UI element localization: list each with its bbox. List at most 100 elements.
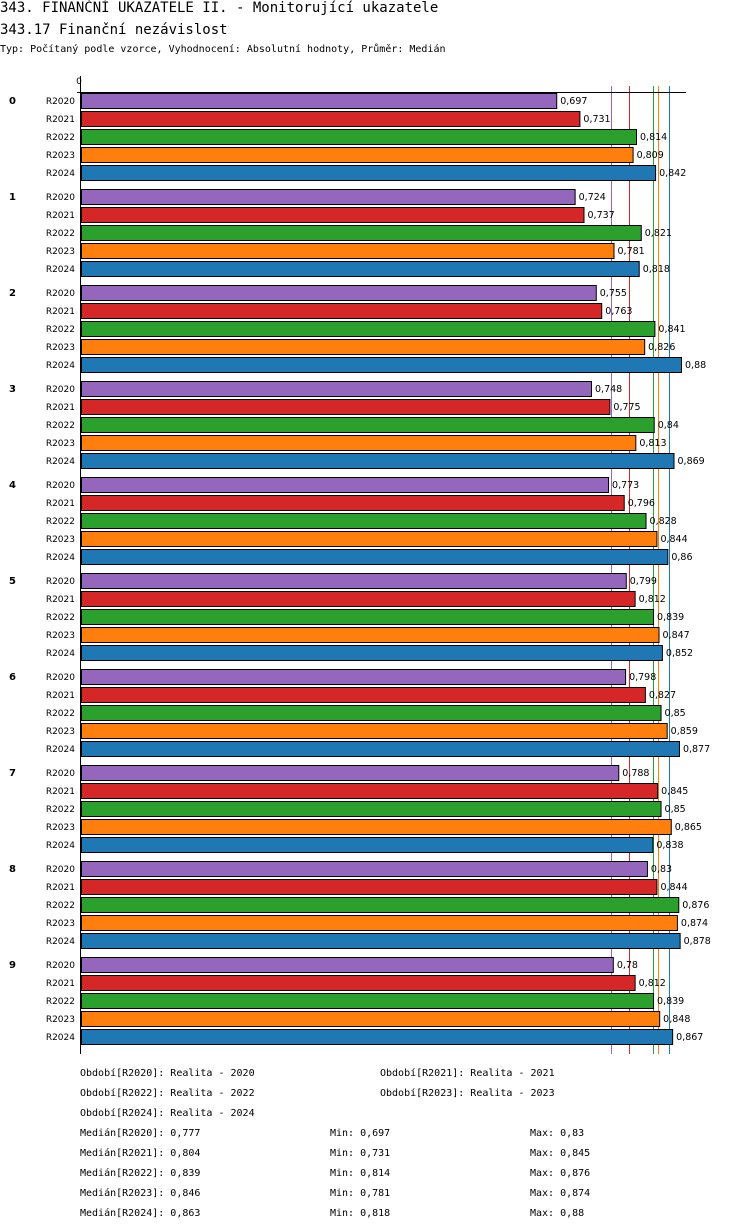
bar-value-label: 0,844 [660, 882, 687, 893]
max-r2024: Max: 0,88 [530, 1208, 585, 1219]
series-label: R2021 [46, 499, 75, 509]
median-r2020: Medián[R2020]: 0,777 [80, 1128, 201, 1139]
bar-r2020 [81, 381, 592, 397]
bar-r2022 [81, 705, 662, 721]
series-label: R2024 [46, 265, 75, 275]
bar-r2024 [81, 357, 682, 373]
bar-value-label: 0,876 [682, 900, 709, 911]
bar-value-label: 0,838 [656, 840, 683, 851]
median-r2023: Medián[R2023]: 0,846 [80, 1188, 201, 1199]
bar-r2024 [81, 645, 663, 661]
bar-r2020 [81, 93, 558, 109]
legend-period-r2021: Období[R2021]: Realita - 2021 [380, 1068, 555, 1079]
bar-value-label: 0,828 [650, 516, 677, 527]
bar-value-label: 0,788 [622, 768, 649, 779]
bar-r2024 [81, 453, 675, 469]
bar-r2020 [81, 765, 620, 781]
bar-r2023 [81, 147, 634, 163]
series-label: R2023 [46, 727, 75, 737]
series-label: R2023 [46, 343, 75, 353]
group-label: 4 [9, 480, 16, 491]
series-label: R2022 [46, 421, 75, 431]
bar-value-label: 0,818 [643, 264, 670, 275]
series-label: R2023 [46, 151, 75, 161]
min-r2022: Min: 0,814 [330, 1168, 391, 1179]
bar-r2020 [81, 957, 614, 973]
series-label: R2021 [46, 403, 75, 413]
chart-title: 343. FINANČNÍ UKAZATELE II. - Monitorují… [0, 0, 439, 16]
bar-r2023 [81, 339, 646, 355]
bar-value-label: 0,867 [676, 1032, 703, 1043]
bar-value-label: 0,763 [605, 306, 632, 317]
max-r2022: Max: 0,876 [530, 1168, 591, 1179]
bar-r2024 [81, 549, 669, 565]
bar-r2021 [81, 591, 636, 607]
bar-r2020 [81, 477, 610, 493]
bar-value-label: 0,845 [661, 786, 688, 797]
series-label: R2024 [46, 937, 75, 947]
series-label: R2020 [46, 865, 75, 875]
series-label: R2021 [46, 883, 75, 893]
max-r2020: Max: 0,83 [530, 1128, 585, 1139]
bar-r2023 [81, 627, 660, 643]
bar-r2023 [81, 723, 668, 739]
median-r2021: Medián[R2021]: 0,804 [80, 1148, 201, 1159]
bar-value-label: 0,748 [595, 384, 622, 395]
series-label: R2024 [46, 361, 75, 371]
bar-value-label: 0,88 [685, 360, 706, 371]
bar-r2023 [81, 243, 615, 259]
bar-value-label: 0,85 [665, 708, 686, 719]
series-label: R2022 [46, 133, 75, 143]
series-label: R2021 [46, 979, 75, 989]
bar-value-label: 0,813 [639, 438, 666, 449]
bar-value-label: 0,755 [600, 288, 627, 299]
max-r2021: Max: 0,845 [530, 1148, 591, 1159]
bar-value-label: 0,775 [613, 402, 640, 413]
bar-value-label: 0,839 [657, 996, 684, 1007]
median-r2024: Medián[R2024]: 0,863 [80, 1208, 201, 1219]
bar-value-label: 0,84 [658, 420, 679, 431]
bar-r2024 [81, 165, 657, 181]
series-label: R2021 [46, 595, 75, 605]
bar-r2022 [81, 897, 680, 913]
chart-type-info: Typ: Počítaný podle vzorce, Vyhodnocení:… [0, 44, 446, 55]
legend-period-r2020: Období[R2020]: Realita - 2020 [80, 1068, 255, 1079]
bar-r2020 [81, 669, 627, 685]
bar-value-label: 0,812 [639, 978, 666, 989]
bar-r2022 [81, 801, 662, 817]
bar-r2021 [81, 111, 581, 127]
bar-value-label: 0,821 [645, 228, 672, 239]
series-label: R2020 [46, 97, 75, 107]
series-label: R2021 [46, 211, 75, 221]
series-label: R2020 [46, 577, 75, 587]
bar-r2023 [81, 915, 678, 931]
bar-value-label: 0,809 [637, 150, 664, 161]
bar-r2024 [81, 1029, 674, 1045]
series-label: R2021 [46, 691, 75, 701]
group-label: 9 [9, 960, 16, 971]
bar-value-label: 0,781 [618, 246, 645, 257]
bar-r2024 [81, 837, 654, 853]
bar-value-label: 0,859 [671, 726, 698, 737]
series-label: R2020 [46, 481, 75, 491]
group-label: 0 [9, 96, 16, 107]
bar-value-label: 0,86 [671, 552, 692, 563]
bar-r2022 [81, 225, 642, 241]
bar-r2024 [81, 261, 640, 277]
group-label: 5 [9, 576, 16, 587]
bar-value-label: 0,839 [657, 612, 684, 623]
legend-period-r2023: Období[R2023]: Realita - 2023 [380, 1088, 555, 1099]
series-label: R2022 [46, 613, 75, 623]
series-label: R2020 [46, 289, 75, 299]
bar-r2021 [81, 783, 659, 799]
series-label: R2020 [46, 769, 75, 779]
bar-r2022 [81, 993, 655, 1009]
bar-r2022 [81, 129, 637, 145]
bar-value-label: 0,848 [663, 1014, 690, 1025]
bar-value-label: 0,731 [583, 114, 610, 125]
series-label: R2022 [46, 325, 75, 335]
bar-value-label: 0,869 [678, 456, 705, 467]
series-label: R2023 [46, 247, 75, 257]
min-r2020: Min: 0,697 [330, 1128, 391, 1139]
bar-r2021 [81, 303, 603, 319]
